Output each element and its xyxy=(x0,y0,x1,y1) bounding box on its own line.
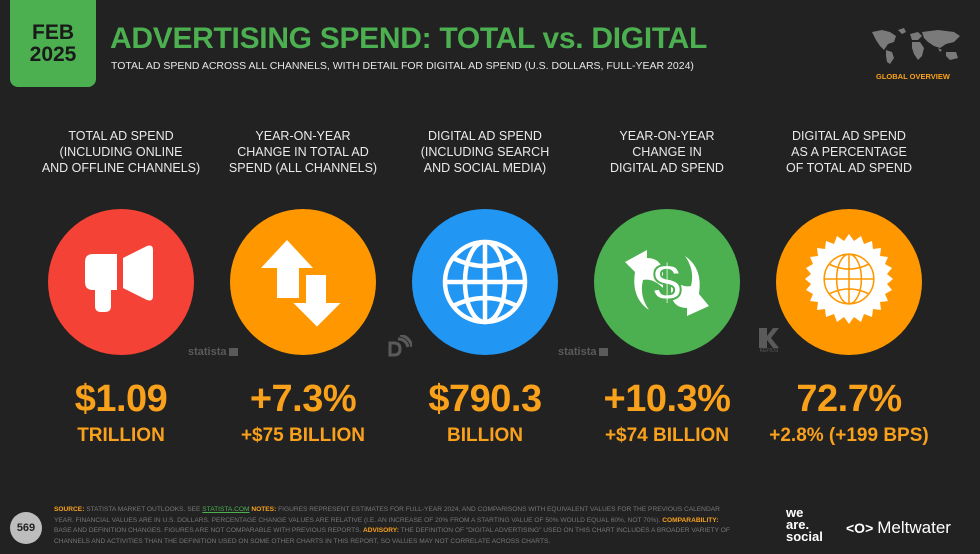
stat-digital-share: DIGITAL AD SPEND AS A PERCENTAGE OF TOTA… xyxy=(756,128,942,446)
dollar-exchange-icon: $ xyxy=(625,250,709,316)
stat-circle xyxy=(230,209,376,355)
meltwater-wordmark: Meltwater xyxy=(877,518,951,537)
logo-line: social xyxy=(786,529,823,544)
advisory-label: ADVISORY: xyxy=(361,527,399,534)
stat-sub: +2.8% (+199 BPS) xyxy=(769,425,929,446)
stat-value: +7.3% xyxy=(249,378,357,420)
datareportal-watermark-icon xyxy=(386,333,414,357)
svg-text:$: $ xyxy=(653,254,682,312)
stat-value: 72.7% xyxy=(796,378,902,420)
statista-watermark: statista xyxy=(558,346,608,358)
logo-line: are. xyxy=(786,517,810,532)
region-block: GLOBAL OVERVIEW xyxy=(868,26,966,86)
statista-watermark: statista xyxy=(188,346,238,358)
stat-circle xyxy=(412,209,558,355)
statista-link[interactable]: STATISTA.COM xyxy=(202,506,250,513)
source-label: SOURCE: xyxy=(54,506,85,513)
date-month: FEB xyxy=(32,20,74,44)
meltwater-eye-icon: <O> xyxy=(846,520,874,536)
page-number: 569 xyxy=(10,512,42,544)
stat-sub: TRILLION xyxy=(77,425,165,446)
we-are-social-logo: we are. social xyxy=(786,505,823,544)
stat-value: $1.09 xyxy=(74,378,168,420)
stat-sub: BILLION xyxy=(447,425,523,446)
stat-value: +10.3% xyxy=(603,378,731,420)
region-label: GLOBAL OVERVIEW xyxy=(876,72,950,81)
notes-label: NOTES: xyxy=(249,506,277,513)
stat-heading: YEAR-ON-YEAR CHANGE IN TOTAL AD SPEND (A… xyxy=(228,129,378,175)
source-text: STATISTA MARKET OUTLOOKS. SEE xyxy=(84,506,203,513)
date-year: 2025 xyxy=(29,42,77,66)
stat-yoy-digital: YEAR-ON-YEAR CHANGE IN DIGITAL AD SPEND … xyxy=(574,128,760,446)
globe-icon xyxy=(442,239,528,325)
footer-notes: SOURCE: STATISTA MARKET OUTLOOKS. SEE ST… xyxy=(54,505,734,547)
stat-sub: +$75 BILLION xyxy=(240,425,366,446)
stat-yoy-total: YEAR-ON-YEAR CHANGE IN TOTAL AD SPEND (A… xyxy=(210,128,396,446)
stat-sub: +$74 BILLION xyxy=(604,425,730,446)
stat-heading: DIGITAL AD SPEND (INCLUDING SEARCH AND S… xyxy=(420,129,550,175)
kepios-watermark: KEPIOS xyxy=(757,328,781,354)
stat-total-ad-spend: TOTAL AD SPEND (INCLUDING ONLINE AND OFF… xyxy=(28,128,214,446)
stat-heading: YEAR-ON-YEAR CHANGE IN DIGITAL AD SPEND xyxy=(610,129,724,175)
stat-heading: DIGITAL AD SPEND AS A PERCENTAGE OF TOTA… xyxy=(786,129,912,175)
logo-line: we xyxy=(786,505,804,520)
globe-badge-icon xyxy=(805,234,893,324)
kepios-logo-icon xyxy=(759,328,779,348)
page-title: ADVERTISING SPEND: TOTAL vs. DIGITAL xyxy=(110,22,708,55)
stat-heading: TOTAL AD SPEND (INCLUDING ONLINE AND OFF… xyxy=(41,129,201,175)
stat-digital-ad-spend: DIGITAL AD SPEND (INCLUDING SEARCH AND S… xyxy=(392,128,578,446)
stat-value: $790.3 xyxy=(428,378,542,420)
date-badge: FEB 2025 xyxy=(10,0,96,87)
kepios-label: KEPIOS xyxy=(759,348,779,354)
stat-circle: $ xyxy=(594,209,740,355)
comparability-text: BASE AND DEFINITION CHANGES. FIGURES ARE… xyxy=(54,527,362,534)
stat-circle xyxy=(776,209,922,355)
advisory-text: THE DEFINITION OF "DIGITAL ADVERTISING" … xyxy=(54,527,730,545)
meltwater-logo: <O> Meltwater xyxy=(846,518,951,538)
world-map-icon xyxy=(872,28,960,64)
page-subtitle: TOTAL AD SPEND ACROSS ALL CHANNELS, WITH… xyxy=(111,60,694,72)
comparability-label: COMPARABILITY: xyxy=(660,516,719,524)
notes-text: FIGURES REPRESENT ESTIMATES FOR FULL-YEA… xyxy=(54,506,720,524)
megaphone-icon xyxy=(85,245,153,312)
stat-circle xyxy=(48,209,194,355)
up-down-arrows-icon xyxy=(261,240,346,330)
